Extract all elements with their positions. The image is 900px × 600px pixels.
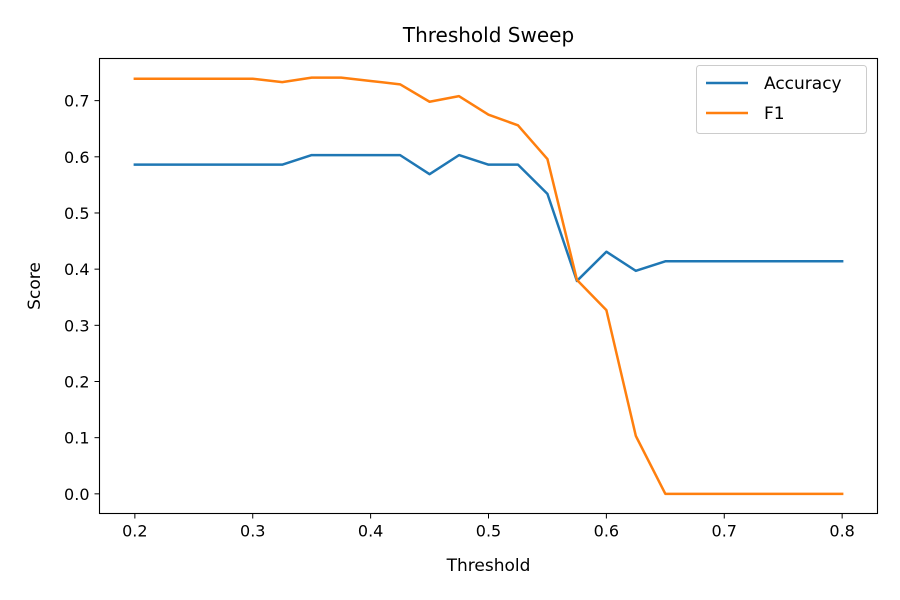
- y-tick-label: 0.0: [64, 485, 89, 504]
- y-tick-label: 0.3: [64, 316, 89, 335]
- chart-title: Threshold Sweep: [402, 23, 574, 47]
- y-tick-label: 0.1: [64, 429, 89, 448]
- x-tick-label: 0.8: [829, 522, 854, 541]
- x-tick-label: 0.7: [712, 522, 737, 541]
- x-tick-label: 0.5: [476, 522, 501, 541]
- series-line-f1: [133, 76, 844, 496]
- y-tick-label: 0.4: [64, 260, 89, 279]
- y-tick-label: 0.5: [64, 204, 89, 223]
- x-axis-label: Threshold: [446, 556, 531, 576]
- y-tick-label: 0.6: [64, 148, 89, 167]
- y-axis: 0.0 0.1 0.2 0.3 0.4 0.5 0.6 0.7: [64, 92, 100, 504]
- plot-area-frame: [98, 57, 879, 515]
- legend-label-f1: F1: [764, 104, 785, 124]
- legend: Accuracy F1: [696, 65, 867, 134]
- x-tick-label: 0.3: [240, 522, 265, 541]
- x-tick-label: 0.4: [358, 522, 383, 541]
- y-tick-label: 0.7: [64, 92, 89, 111]
- y-axis-label: Score: [25, 262, 45, 310]
- series-line-accuracy: [133, 153, 844, 283]
- legend-label-accuracy: Accuracy: [764, 74, 842, 94]
- x-tick-label: 0.2: [122, 522, 147, 541]
- y-tick-label: 0.2: [64, 372, 89, 391]
- series-layer: [133, 76, 844, 496]
- x-axis: 0.2 0.3 0.4 0.5 0.6 0.7 0.8: [122, 513, 855, 541]
- x-tick-label: 0.6: [594, 522, 619, 541]
